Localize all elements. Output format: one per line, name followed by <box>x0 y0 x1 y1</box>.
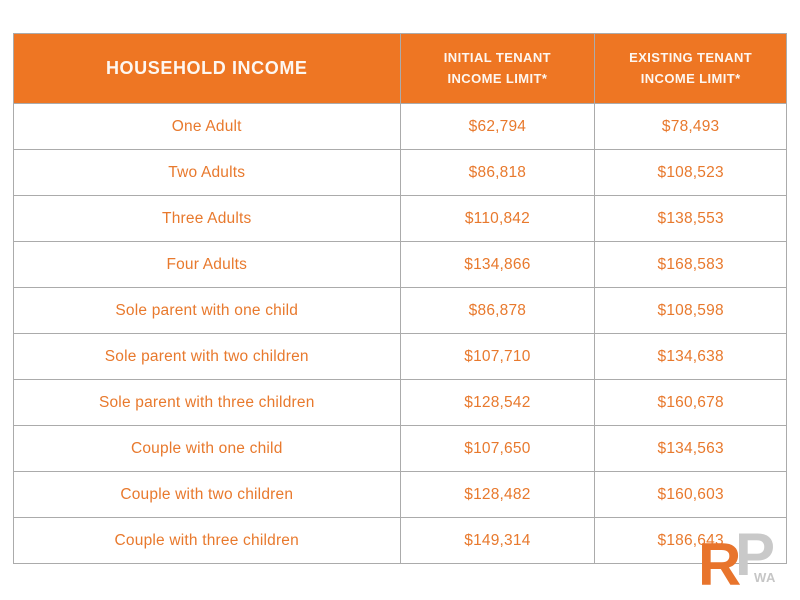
initial-limit-cell: $134,866 <box>399 241 596 288</box>
table-row: Two Adults $86,818 $108,523 <box>13 149 787 196</box>
household-cell: Couple with three children <box>13 517 401 564</box>
logo-wa-label: WA <box>754 570 776 585</box>
table-row: Couple with two children $128,482 $160,6… <box>13 471 787 518</box>
household-cell: Three Adults <box>13 195 401 242</box>
existing-limit-cell: $134,563 <box>594 425 787 472</box>
table-row: Couple with three children $149,314 $186… <box>13 517 787 564</box>
initial-limit-cell: $107,650 <box>399 425 596 472</box>
table-row: Three Adults $110,842 $138,553 <box>13 195 787 242</box>
household-cell: Sole parent with two children <box>13 333 401 380</box>
initial-limit-cell: $149,314 <box>399 517 596 564</box>
initial-limit-cell: $62,794 <box>399 103 596 150</box>
initial-limit-cell: $86,818 <box>399 149 596 196</box>
initial-limit-cell: $128,542 <box>399 379 596 426</box>
existing-limit-cell: $160,678 <box>594 379 787 426</box>
household-cell: One Adult <box>13 103 401 150</box>
existing-limit-cell: $138,553 <box>594 195 787 242</box>
table-row: Sole parent with three children $128,542… <box>13 379 787 426</box>
col-header-initial-tenant-limit: INITIAL TENANT INCOME LIMIT* <box>399 33 596 104</box>
table-row: One Adult $62,794 $78,493 <box>13 103 787 150</box>
col-header-existing-tenant-limit: EXISTING TENANT INCOME LIMIT* <box>594 33 787 104</box>
initial-limit-cell: $86,878 <box>399 287 596 334</box>
initial-limit-cell: $107,710 <box>399 333 596 380</box>
initial-limit-cell: $128,482 <box>399 471 596 518</box>
table-header-row: HOUSEHOLD INCOME INITIAL TENANT INCOME L… <box>13 33 787 104</box>
existing-limit-cell: $108,523 <box>594 149 787 196</box>
existing-limit-cell: $134,638 <box>594 333 787 380</box>
household-cell: Two Adults <box>13 149 401 196</box>
table-row: Four Adults $134,866 $168,583 <box>13 241 787 288</box>
household-cell: Four Adults <box>13 241 401 288</box>
table-row: Sole parent with two children $107,710 $… <box>13 333 787 380</box>
income-table: HOUSEHOLD INCOME INITIAL TENANT INCOME L… <box>13 33 787 564</box>
household-cell: Couple with two children <box>13 471 401 518</box>
table-row: Couple with one child $107,650 $134,563 <box>13 425 787 472</box>
existing-limit-cell: $186,643 <box>594 517 787 564</box>
existing-limit-cell: $108,598 <box>594 287 787 334</box>
existing-limit-cell: $78,493 <box>594 103 787 150</box>
col-header-household-income: HOUSEHOLD INCOME <box>13 33 401 104</box>
table-row: Sole parent with one child $86,878 $108,… <box>13 287 787 334</box>
existing-limit-cell: $160,603 <box>594 471 787 518</box>
household-cell: Couple with one child <box>13 425 401 472</box>
initial-limit-cell: $110,842 <box>399 195 596 242</box>
existing-limit-cell: $168,583 <box>594 241 787 288</box>
household-cell: Sole parent with one child <box>13 287 401 334</box>
household-cell: Sole parent with three children <box>13 379 401 426</box>
